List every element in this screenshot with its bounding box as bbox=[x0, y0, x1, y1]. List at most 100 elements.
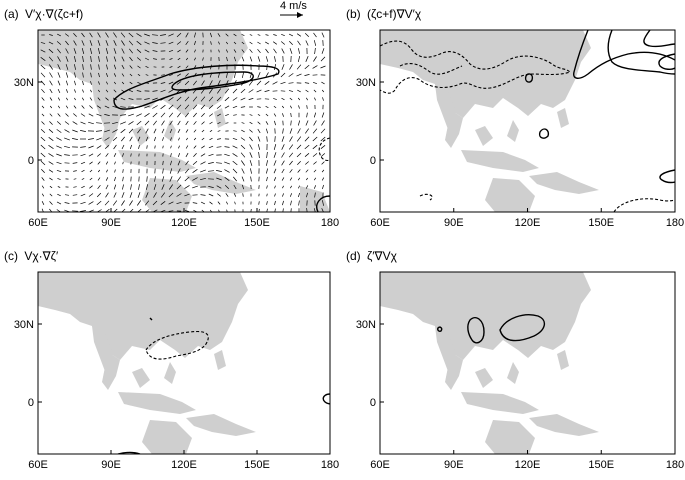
wind-vector bbox=[233, 33, 237, 37]
wind-vector bbox=[168, 210, 174, 212]
wind-vector bbox=[232, 153, 238, 157]
wind-vector bbox=[257, 106, 261, 108]
wind-vector bbox=[113, 184, 117, 190]
panel-d-solid-contour bbox=[437, 326, 443, 332]
wind-vector bbox=[96, 200, 102, 206]
wind-vector bbox=[153, 192, 157, 198]
wind-vector bbox=[289, 97, 293, 101]
panel-d-title: (d) ζ′∇Vχ bbox=[346, 249, 398, 263]
wind-vector bbox=[48, 169, 54, 173]
wind-vector bbox=[160, 201, 166, 205]
wind-vector bbox=[129, 192, 133, 198]
wind-vector bbox=[281, 105, 285, 109]
wind-vector bbox=[162, 168, 164, 174]
wind-vector bbox=[96, 137, 102, 141]
wind-vector bbox=[312, 144, 318, 150]
wind-vector bbox=[169, 168, 173, 174]
wind-vector bbox=[128, 32, 134, 38]
wind-vector bbox=[177, 65, 181, 69]
wind-vector bbox=[65, 105, 69, 109]
wind-vector bbox=[168, 112, 174, 118]
wind-vector bbox=[56, 145, 62, 149]
wind-vector bbox=[152, 90, 158, 92]
wind-vector bbox=[80, 113, 86, 117]
wind-vector bbox=[57, 88, 61, 94]
wind-vector bbox=[313, 169, 317, 173]
panel-b-dashed-contour bbox=[399, 63, 463, 75]
wind-vector bbox=[216, 96, 222, 102]
wind-vector bbox=[194, 40, 196, 46]
wind-vector bbox=[289, 193, 293, 197]
wind-vector bbox=[81, 169, 85, 173]
wind-vector bbox=[258, 201, 260, 205]
wind-vector bbox=[248, 89, 254, 93]
wind-vector bbox=[208, 96, 214, 102]
wind-vector bbox=[80, 153, 86, 157]
wind-vector bbox=[176, 104, 182, 110]
wind-vector bbox=[48, 145, 54, 149]
wind-vector bbox=[48, 161, 54, 165]
wind-vector bbox=[321, 112, 325, 118]
y-tick-label: 30N bbox=[356, 319, 376, 331]
wind-vector bbox=[136, 120, 142, 126]
wind-vector bbox=[121, 48, 125, 54]
wind-vector bbox=[49, 80, 53, 86]
wind-vector bbox=[312, 128, 318, 134]
wind-vector bbox=[304, 136, 310, 142]
wind-vector bbox=[185, 129, 189, 133]
wind-vector bbox=[170, 145, 172, 149]
wind-vector bbox=[96, 209, 102, 212]
wind-vector bbox=[169, 184, 173, 190]
wind-vector bbox=[105, 161, 109, 165]
wind-vector bbox=[129, 48, 133, 54]
wind-vector bbox=[121, 192, 125, 198]
wind-vector bbox=[57, 72, 61, 78]
wind-vector bbox=[161, 176, 165, 182]
panel-b-y-ticks: 30N 0 bbox=[356, 77, 384, 167]
wind-vector bbox=[193, 121, 197, 125]
wind-vector bbox=[113, 48, 117, 54]
wind-vector bbox=[321, 161, 325, 165]
wind-vector bbox=[305, 120, 309, 126]
wind-vector bbox=[273, 152, 277, 158]
wind-vector bbox=[88, 121, 94, 125]
wind-vector bbox=[313, 177, 317, 181]
panel-b-solid-contour bbox=[538, 128, 550, 139]
wind-vector bbox=[313, 185, 317, 189]
wind-vector bbox=[72, 121, 78, 125]
wind-vector bbox=[320, 136, 326, 142]
wind-vector bbox=[312, 153, 318, 157]
panel-b-landmass bbox=[380, 30, 599, 212]
wind-vector bbox=[313, 120, 317, 126]
wind-vector bbox=[194, 32, 196, 38]
wind-vector bbox=[177, 160, 181, 166]
wind-vector bbox=[273, 64, 277, 70]
wind-vector bbox=[289, 40, 293, 46]
wind-vector bbox=[73, 33, 77, 37]
wind-vector bbox=[240, 106, 246, 108]
wind-vector bbox=[129, 200, 133, 206]
wind-vector bbox=[56, 201, 62, 205]
panel-a-y-ticks: 30N 0 bbox=[14, 77, 42, 167]
wind-vector bbox=[144, 209, 150, 212]
wind-vector bbox=[234, 201, 236, 205]
wind-vector bbox=[65, 72, 69, 78]
wind-vector bbox=[97, 161, 101, 165]
wind-vector bbox=[289, 105, 293, 109]
wind-vector bbox=[64, 121, 70, 125]
wind-vector bbox=[305, 56, 309, 62]
wind-vector bbox=[200, 169, 206, 173]
wind-vector bbox=[288, 90, 294, 92]
wind-vector bbox=[57, 33, 61, 37]
wind-vector bbox=[289, 169, 293, 173]
wind-vector bbox=[120, 32, 126, 38]
wind-vector bbox=[88, 138, 94, 140]
wind-vector bbox=[184, 185, 190, 189]
wind-vector bbox=[208, 145, 214, 149]
wind-vector bbox=[97, 169, 101, 173]
panel-a-dashed-contour bbox=[318, 137, 330, 162]
wind-vector bbox=[80, 161, 86, 165]
wind-vector bbox=[122, 161, 124, 165]
wind-vector bbox=[217, 201, 221, 205]
wind-vector bbox=[144, 33, 150, 37]
